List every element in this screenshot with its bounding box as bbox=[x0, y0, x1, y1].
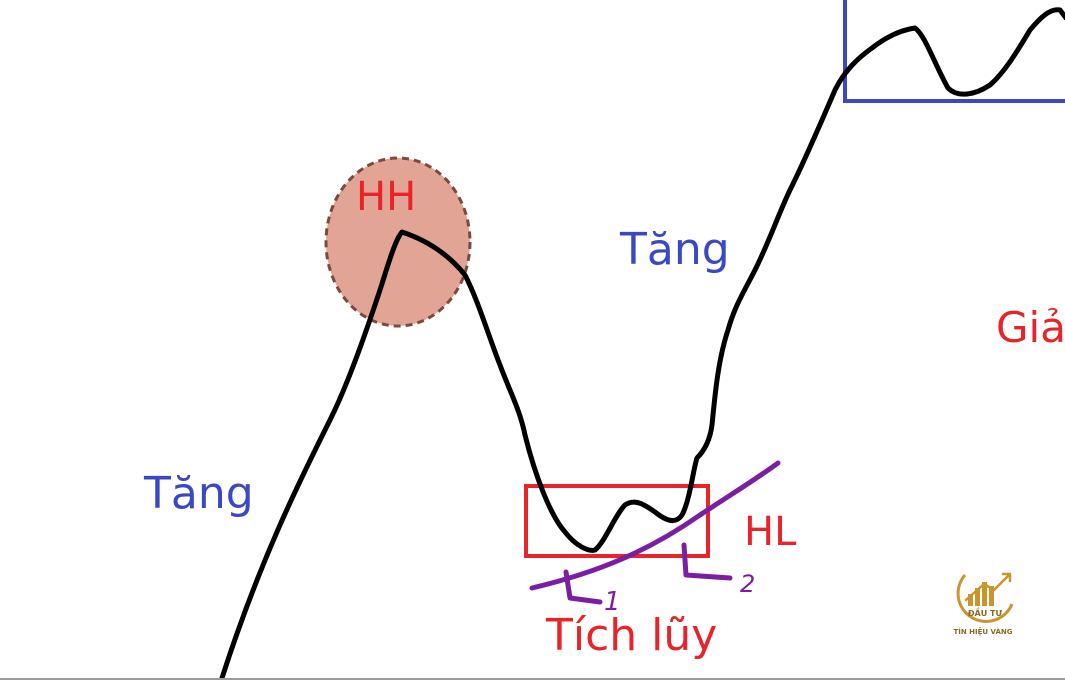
price-line bbox=[219, 7, 1065, 680]
hl-label: HL bbox=[744, 509, 797, 555]
bottom-divider bbox=[0, 678, 1065, 680]
touch-mark-1-stroke bbox=[563, 569, 603, 605]
logo-ring-icon bbox=[956, 574, 1014, 623]
hh-label: HH bbox=[356, 174, 416, 220]
touch-mark-2-label: 2 bbox=[740, 570, 755, 598]
logo-bar-3 bbox=[982, 582, 987, 606]
downtrend-label-partial: Giả bbox=[996, 303, 1065, 352]
brand-logo: ĐẦU TƯ TÍN HIỆU VÀNG bbox=[953, 572, 1014, 636]
accumulation-label: Tích lũy bbox=[545, 610, 717, 661]
uptrend-label-left: Tăng bbox=[143, 468, 254, 519]
logo-bar-2 bbox=[975, 588, 980, 606]
logo-arrow-icon bbox=[964, 572, 1012, 602]
accumulation-box bbox=[524, 484, 710, 558]
touch-mark-2-stroke bbox=[681, 542, 733, 581]
top-range-box bbox=[843, 0, 1065, 103]
purple-trendline bbox=[529, 460, 781, 591]
uptrend-label-mid: Tăng bbox=[619, 224, 730, 275]
logo-bar-1 bbox=[968, 594, 973, 606]
touch-mark-1-label: 1 bbox=[604, 587, 621, 617]
logo-brand-bottom: TÍN HIỆU VÀNG bbox=[953, 627, 1012, 636]
logo-brand-top: ĐẦU TƯ bbox=[968, 606, 1003, 618]
logo-bar-4 bbox=[989, 586, 994, 606]
